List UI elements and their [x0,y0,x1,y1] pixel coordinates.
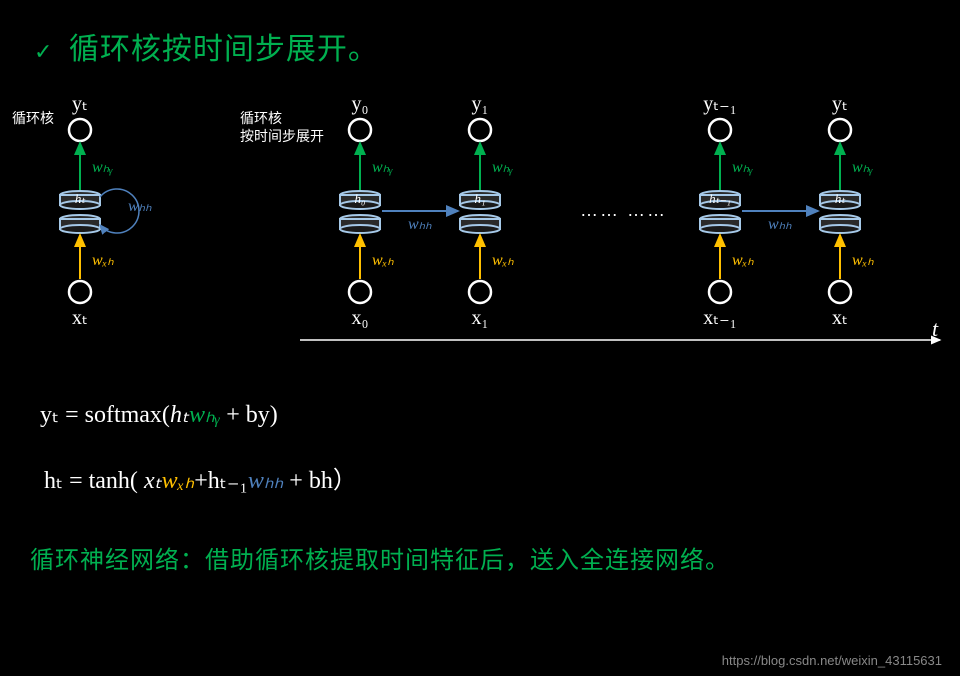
svg-text:y₀: y₀ [352,93,369,115]
svg-text:wₕᵧ: wₕᵧ [92,159,113,176]
svg-text:wₓₕ: wₓₕ [732,252,754,269]
svg-text:h₁: h₁ [474,191,485,206]
svg-text:xₜ: xₜ [832,307,848,329]
svg-text:y₁: y₁ [472,93,489,115]
svg-text:wₓₕ: wₓₕ [372,252,394,269]
svg-text:x₁: x₁ [472,307,489,329]
svg-text:h₀: h₀ [354,191,365,206]
svg-text:hₜ: hₜ [835,191,847,206]
eq2-mid: +hₜ₋₁ [194,468,248,494]
equation-h: hₜ = tanh( xₜwₓₕ+hₜ₋₁wₕₕ + bh） [44,460,357,495]
eq1-why: wₕᵧ [189,402,220,428]
svg-text:wₕₕ: wₕₕ [768,216,792,233]
eq1-post: + by) [220,402,278,428]
svg-text:wₕₕ: wₕₕ [408,216,432,233]
svg-text:x₀: x₀ [352,307,369,329]
svg-text:xₜ: xₜ [72,307,88,329]
svg-text:wₕᵧ: wₕᵧ [372,159,393,176]
footer-text: 循环神经网络：借助循环核提取时间特征后，送入全连接网络。 [30,540,730,575]
eq2-whh: wₕₕ [248,468,283,494]
eq1-h: hₜ [170,402,189,428]
svg-text:wₓₕ: wₓₕ [492,252,514,269]
svg-text:wₕᵧ: wₕᵧ [852,159,873,176]
eq2-x: xₜ [144,468,162,494]
eq2-post: + bh） [283,468,357,494]
svg-text:yₜ: yₜ [832,93,848,115]
eq1-pre: yₜ = softmax( [40,402,170,428]
svg-text:wₕᵧ: wₕᵧ [492,159,513,176]
eq2-pre: hₜ = tanh( [44,468,144,494]
ellipsis: …… …… [580,200,667,221]
svg-text:yₜ: yₜ [72,93,88,115]
svg-text:wₓₕ: wₓₕ [92,252,114,269]
axis-label: t [932,316,938,342]
watermark: https://blog.csdn.net/weixin_43115631 [722,653,942,668]
equation-y: yₜ = softmax(hₜwₕᵧ + by) [40,400,278,429]
svg-text:wₓₕ: wₓₕ [852,252,874,269]
svg-text:hₜ₋₁: hₜ₋₁ [709,191,731,206]
svg-text:xₜ₋₁: xₜ₋₁ [703,307,736,329]
svg-text:hₜ: hₜ [75,191,87,206]
svg-text:wₕₕ: wₕₕ [128,198,152,215]
svg-text:yₜ₋₁: yₜ₋₁ [703,93,736,115]
eq2-wxh: wₓₕ [162,468,195,494]
rnn-diagram: yₜwₕᵧhₜwₓₕxₜwₕₕy₀wₕᵧh₀wₓₕx₀wₕₕy₁wₕᵧh₁wₓₕ… [0,0,960,380]
svg-text:wₕᵧ: wₕᵧ [732,159,753,176]
